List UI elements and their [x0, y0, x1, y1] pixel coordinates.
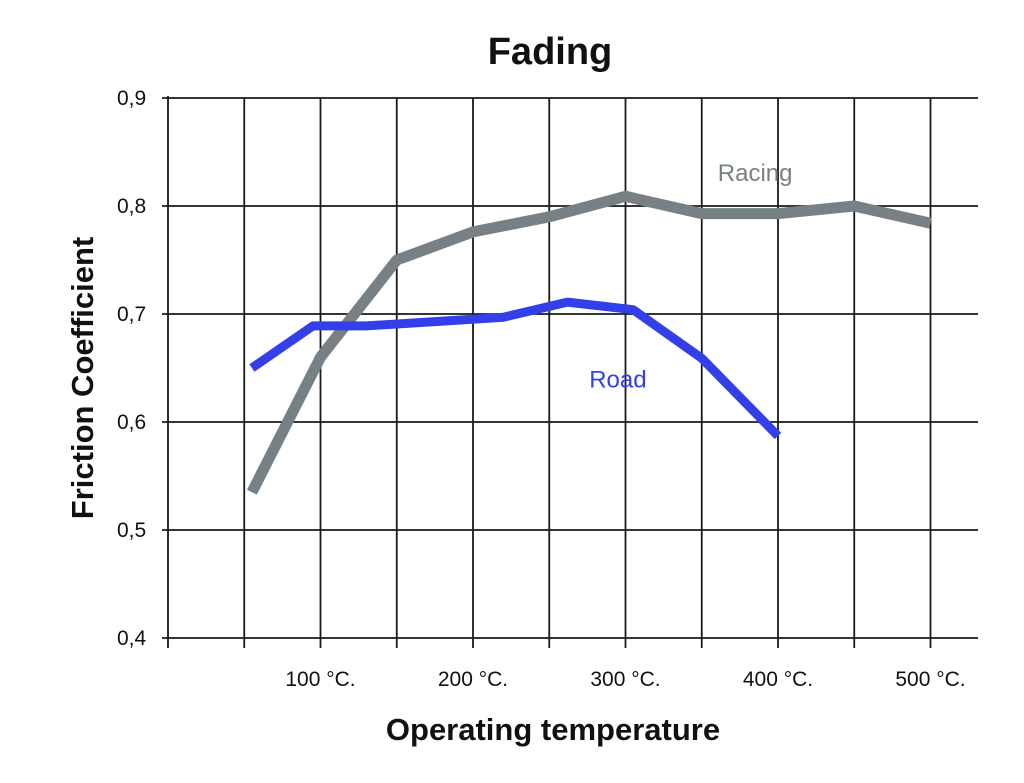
y-axis-label: Friction Coefficient [65, 237, 100, 519]
series-lines [246, 190, 932, 495]
x-tick-label: 300 °C. [590, 668, 660, 691]
y-tick-label: 0,5 [117, 519, 146, 542]
series-line-racing [246, 190, 932, 495]
y-tick-label: 0,4 [117, 627, 147, 650]
series-line-road [249, 297, 782, 440]
x-axis-ticks: 100 °C. 200 °C. 300 °C. 400 °C. 500 °C. [285, 668, 965, 691]
series-labels: Racing Road [589, 160, 792, 393]
x-tick-label: 200 °C. [438, 668, 508, 691]
y-tick-label: 0,9 [117, 87, 146, 110]
x-tick-label: 100 °C. [285, 668, 355, 691]
chart-title: Fading [488, 31, 613, 73]
grid [162, 96, 978, 648]
y-axis-ticks: 0,4 0,5 0,6 0,7 0,8 0,9 [117, 87, 147, 650]
series-label-racing: Racing [718, 160, 793, 187]
y-tick-label: 0,6 [117, 411, 146, 434]
x-axis-label: Operating temperature [386, 712, 720, 747]
x-tick-label: 400 °C. [743, 668, 813, 691]
y-tick-label: 0,8 [117, 195, 146, 218]
series-label-road: Road [589, 366, 646, 393]
y-tick-label: 0,7 [117, 303, 146, 326]
x-tick-label: 500 °C. [895, 668, 965, 691]
